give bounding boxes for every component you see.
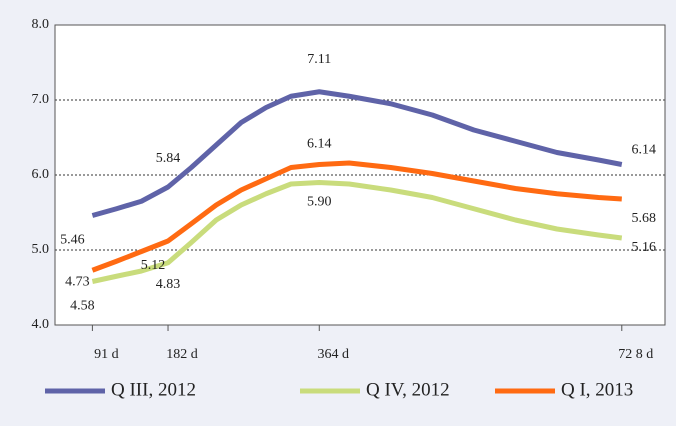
y-tick-label: 4.0 [32, 317, 50, 332]
series-line [91, 89, 623, 218]
plot-border [54, 24, 666, 326]
series-line [91, 180, 623, 284]
y-tick-label: 7.0 [32, 92, 50, 107]
x-tick-label: 364 d [318, 347, 350, 362]
data-label: 6.14 [632, 143, 657, 158]
data-label: 5.12 [141, 258, 166, 273]
data-label: 4.58 [70, 299, 95, 314]
x-tick-label: 182 d [166, 347, 198, 362]
y-tick-label: 8.0 [32, 17, 50, 32]
data-label: 5.16 [632, 240, 657, 255]
data-label: 5.90 [307, 195, 332, 210]
y-tick-label: 5.0 [32, 242, 50, 257]
x-tick-label: 72 8 d [618, 347, 653, 362]
legend-text: Q I, 2013 [561, 379, 633, 400]
data-label: 6.14 [307, 137, 332, 152]
legend-text: Q III, 2012 [111, 379, 196, 400]
data-label: 7.11 [307, 52, 331, 67]
y-tick-label: 6.0 [32, 167, 50, 182]
data-label: 5.68 [632, 211, 657, 226]
data-label: 5.46 [60, 233, 85, 248]
legend-text: Q IV, 2012 [366, 379, 450, 400]
series-line [91, 160, 622, 273]
data-label: 4.73 [65, 274, 90, 289]
data-label: 5.84 [156, 151, 181, 166]
x-tick-label: 91 d [94, 347, 119, 362]
data-label: 4.83 [156, 277, 181, 292]
